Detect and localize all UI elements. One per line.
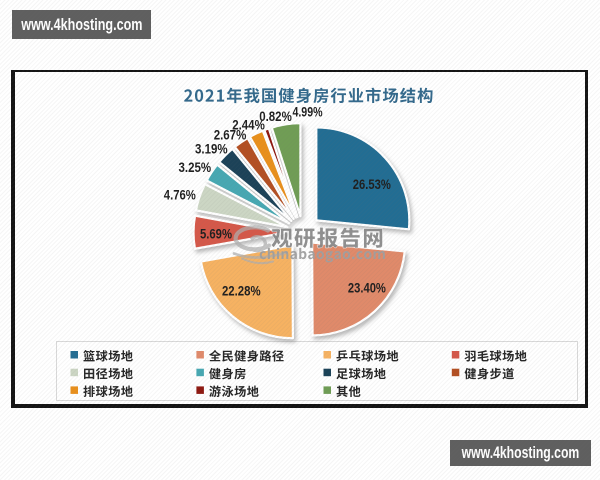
svg-text:2.44%: 2.44% [232,117,265,133]
svg-text:26.53%: 26.53% [353,176,391,192]
svg-text:0.82%: 0.82% [259,108,292,124]
svg-text:23.40%: 23.40% [348,279,386,295]
svg-text:3.25%: 3.25% [179,159,212,175]
svg-text:4.99%: 4.99% [292,104,323,120]
svg-text:22.28%: 22.28% [222,283,261,299]
svg-text:3.19%: 3.19% [195,141,228,157]
svg-text:2.67%: 2.67% [214,126,247,142]
svg-text:5.69%: 5.69% [200,226,232,242]
svg-text:4.76%: 4.76% [164,187,196,203]
